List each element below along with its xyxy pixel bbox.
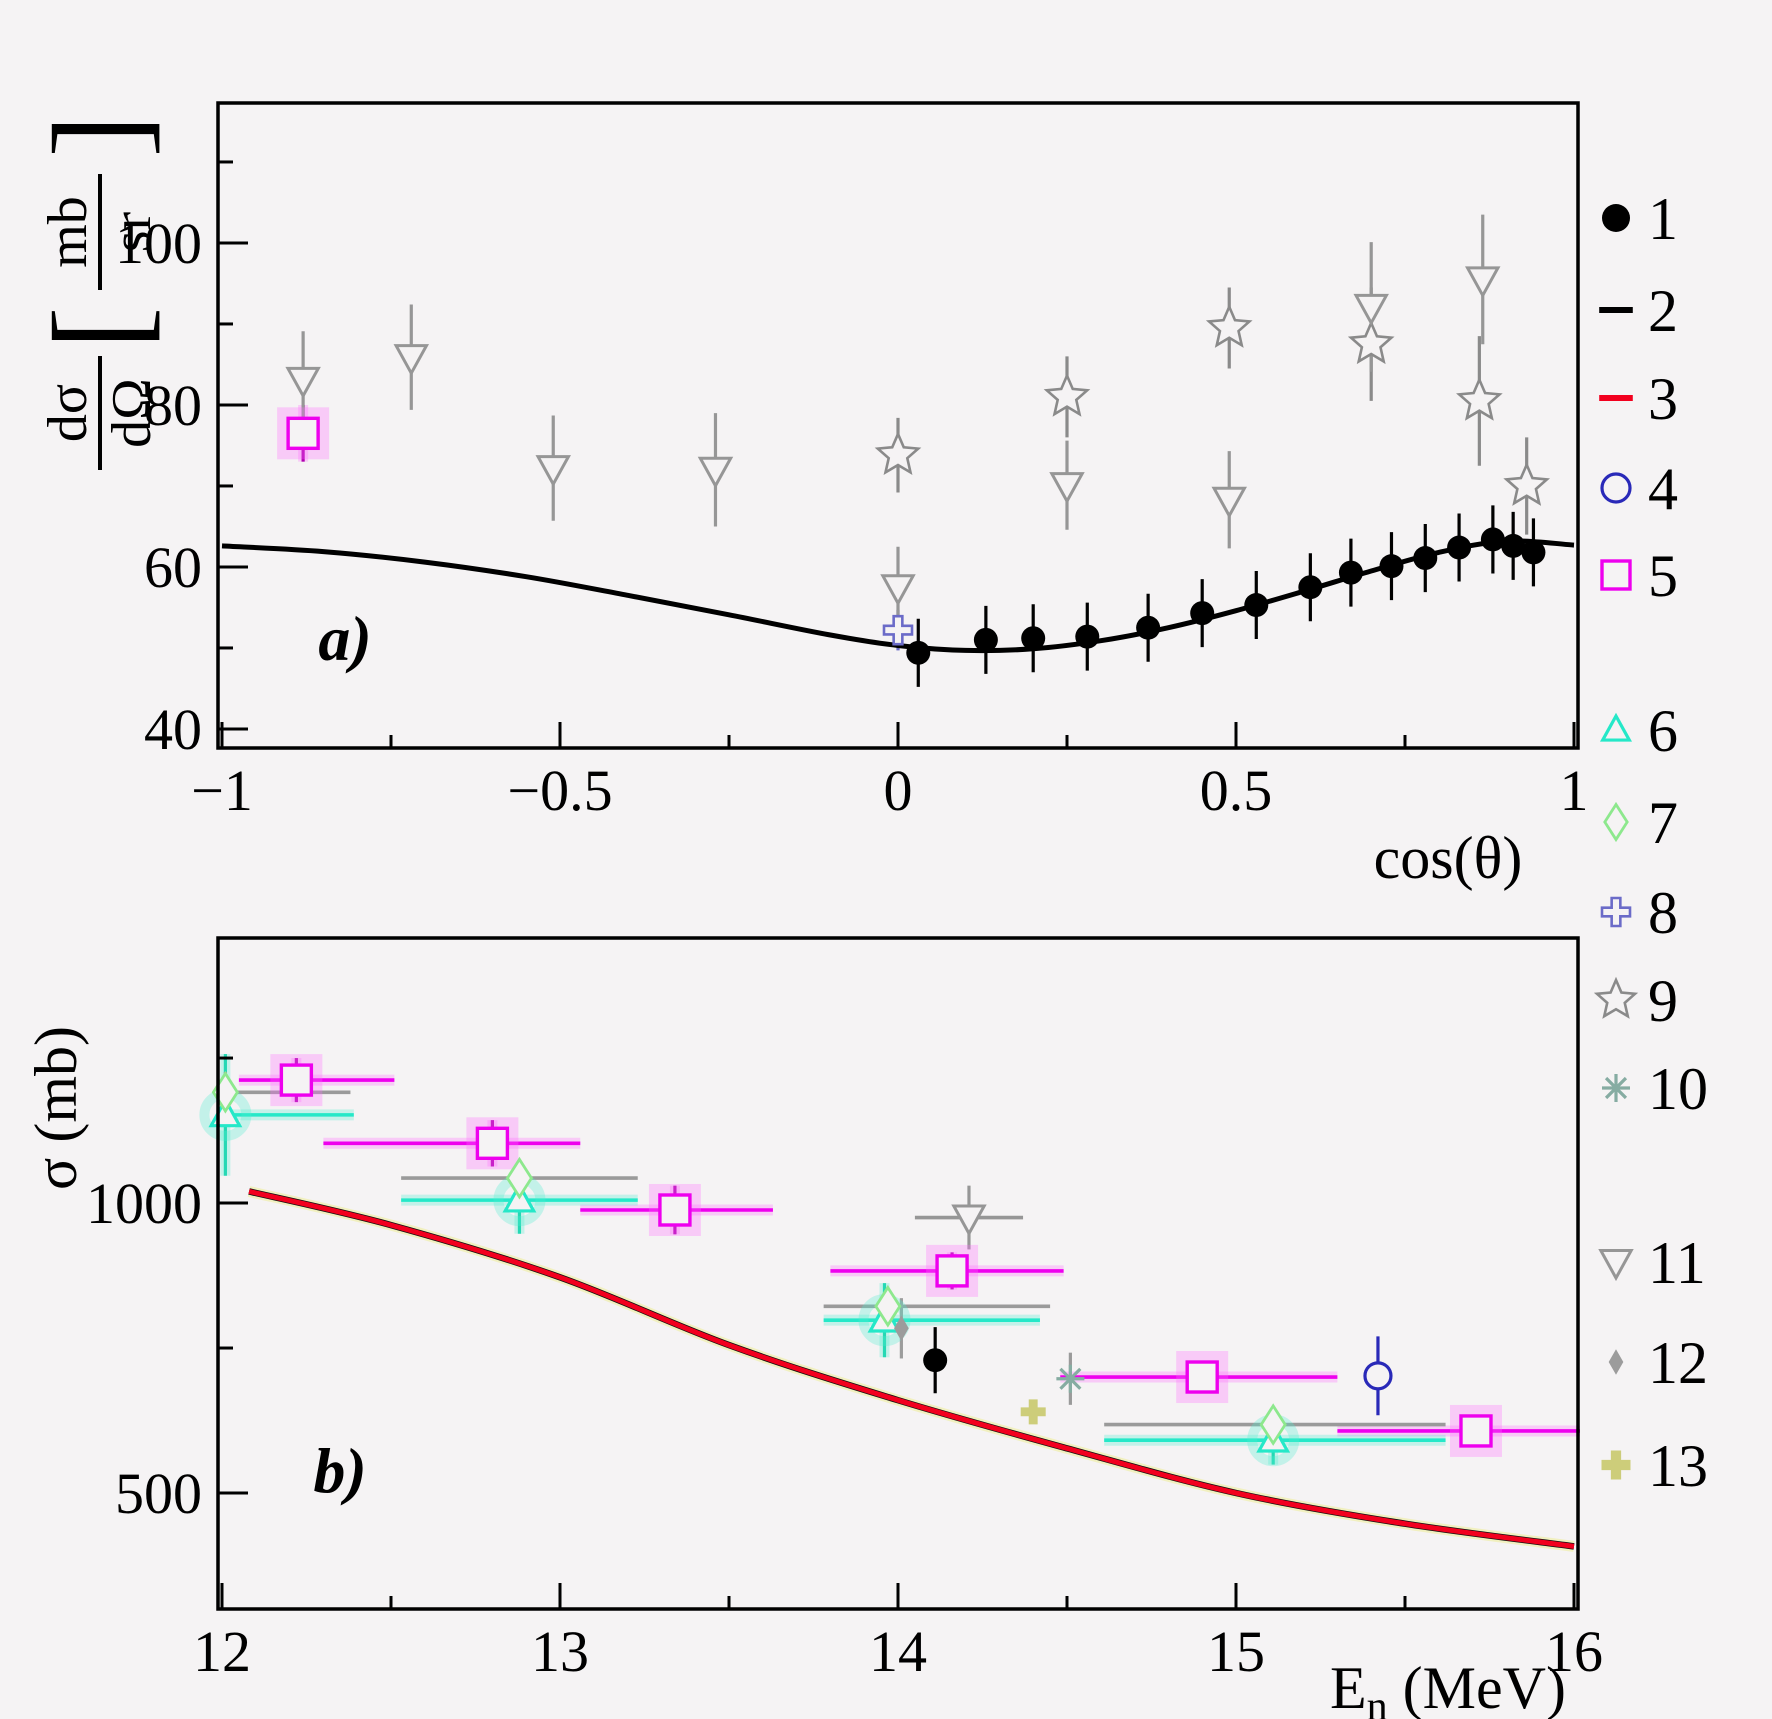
x-axis-title-b: En (MeV) xyxy=(1330,1655,1566,1719)
legend-label: 5 xyxy=(1648,543,1678,609)
x-axis-title-a: cos(θ) xyxy=(1374,825,1523,891)
tick-label-y-a: 80 xyxy=(144,373,202,438)
legend-item-2: 2 xyxy=(1599,278,1678,344)
legend-label: 12 xyxy=(1648,1330,1708,1396)
panel-a-y-axis xyxy=(218,160,248,731)
tick-label-x-b: 15 xyxy=(1207,1619,1265,1684)
panel-b-series-7 xyxy=(211,1070,1287,1446)
tick-label-x-a: −0.5 xyxy=(507,758,612,823)
tick-label-y-b: 1000 xyxy=(86,1171,202,1236)
legend-label: 6 xyxy=(1648,698,1678,764)
legend-item-5: 5 xyxy=(1600,543,1678,609)
legend-item-6: 6 xyxy=(1599,698,1678,764)
legend-label: 4 xyxy=(1648,456,1678,522)
legend-label: 8 xyxy=(1648,880,1678,946)
panel-a-series-9 xyxy=(874,303,1551,506)
legend-label: 7 xyxy=(1648,790,1678,856)
panel-b-series-12 xyxy=(894,1315,909,1342)
svg-text:[: [ xyxy=(27,306,171,349)
legend-label: 9 xyxy=(1648,968,1678,1034)
legend-label: 11 xyxy=(1648,1230,1706,1296)
legend-label: 10 xyxy=(1648,1056,1708,1122)
tick-label-y-a: 100 xyxy=(115,211,202,276)
svg-text:]: ] xyxy=(27,114,171,157)
curve-b xyxy=(248,1189,1575,1549)
tick-label-x-b: 16 xyxy=(1545,1619,1603,1684)
tick-label-x-a: 1 xyxy=(1560,758,1589,823)
panel-a: −1 −0.5 0 0.5 1 40 60 80 100 a) xyxy=(115,101,1589,823)
tick-label-x-a: 0.5 xyxy=(1200,758,1273,823)
panel-b-x-axis xyxy=(220,1583,1576,1609)
legend-item-3: 3 xyxy=(1599,366,1678,432)
legend-item-8: 8 xyxy=(1600,880,1678,946)
panel-b-series-13 xyxy=(1020,1399,1046,1425)
svg-text:dσ: dσ xyxy=(37,384,99,442)
legend-item-11: 11 xyxy=(1598,1230,1706,1296)
legend-label: 13 xyxy=(1648,1433,1708,1499)
legend-item-1: 1 xyxy=(1602,186,1678,252)
legend-item-9: 9 xyxy=(1593,968,1678,1034)
panel-b-y-axis xyxy=(218,1056,248,1495)
panel-a-series-8 xyxy=(882,614,914,646)
tick-label-x-b: 14 xyxy=(869,1619,927,1684)
legend-label: 1 xyxy=(1648,186,1678,252)
panel-a-x-axis xyxy=(220,722,1576,748)
legend-item-13: 13 xyxy=(1601,1433,1708,1499)
panel-b: 12 13 14 15 16 500 1000 b) xyxy=(86,936,1603,1684)
tick-label-x-b: 12 xyxy=(193,1619,251,1684)
panel-b-series-6 xyxy=(199,1088,1300,1467)
legend-label: 3 xyxy=(1648,366,1678,432)
panel-label-a: a) xyxy=(318,603,371,674)
svg-text:σ (mb): σ (mb) xyxy=(23,1026,89,1190)
panel-label-b: b) xyxy=(313,1435,366,1506)
legend-label: 2 xyxy=(1648,278,1678,344)
legend-item-12: 12 xyxy=(1608,1330,1708,1396)
legend-item-4: 4 xyxy=(1600,456,1678,522)
tick-label-x-b: 13 xyxy=(531,1619,589,1684)
panel-a-series-11 xyxy=(285,266,1501,607)
panel-a-series-1 xyxy=(906,527,1546,665)
panel-b-series-1 xyxy=(923,1348,948,1373)
tick-label-y-a: 40 xyxy=(144,697,202,762)
curve-a xyxy=(221,538,1575,654)
y-axis-title-b: σ (mb) xyxy=(23,1026,89,1190)
tick-label-x-a: 0 xyxy=(884,758,913,823)
tick-label-y-a: 60 xyxy=(144,535,202,600)
y-axis-title-a: dσ dΩ [ mb sr] xyxy=(27,114,171,470)
legend-item-10: 10 xyxy=(1602,1056,1708,1122)
legend-item-7: 7 xyxy=(1603,790,1678,856)
panel-a-series-5 xyxy=(277,407,330,460)
panel-a-errorbars xyxy=(298,214,1536,687)
panel-b-series-4 xyxy=(1363,1361,1393,1391)
tick-label-y-b: 500 xyxy=(115,1461,202,1526)
svg-text:dΩ: dΩ xyxy=(101,378,163,448)
tick-label-x-a: −1 xyxy=(191,758,253,823)
panel-b-series-5 xyxy=(270,1054,1502,1457)
panel-b-series-10 xyxy=(1056,1364,1085,1393)
svg-text:sr: sr xyxy=(101,211,163,252)
panel-b-series-11 xyxy=(951,1204,987,1237)
svg-text:mb: mb xyxy=(37,196,99,268)
